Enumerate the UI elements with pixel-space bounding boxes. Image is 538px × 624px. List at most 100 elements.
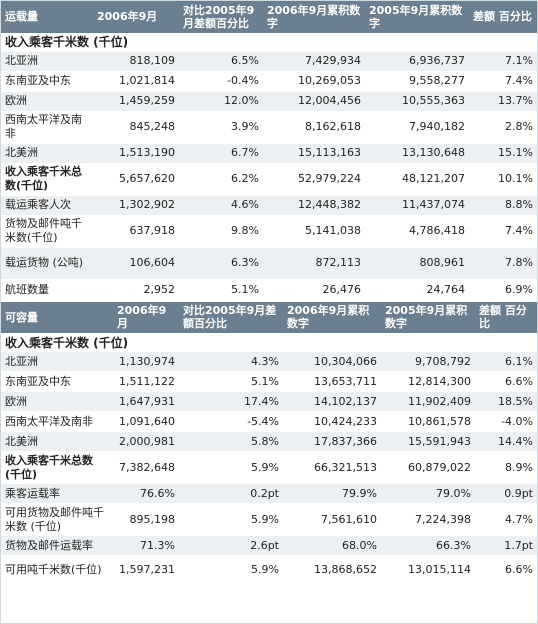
row-label: 西南太平洋及南非 [1, 111, 93, 144]
cell: 13.7% [469, 91, 537, 112]
cell: 5,657,620 [93, 163, 179, 196]
cell: 4.3% [179, 351, 283, 372]
table-row: 北美洲 1,513,190 6.7% 15,113,163 13,130,648… [1, 143, 537, 164]
header-cum-2005: 2005年9月累积数字 [381, 301, 475, 334]
table-row: 乘客运载率 76.6% 0.2pt 79.9% 79.0% 0.9pt [1, 483, 537, 504]
cell: 818,109 [93, 51, 179, 72]
cell: 4.7% [475, 503, 537, 536]
capacity-header-row: 可容量 2006年9月 对比2005年9月差额百分比 2006年9月累积数字 2… [1, 301, 537, 334]
cell: 1,302,902 [93, 195, 179, 216]
cell: 8,162,618 [263, 111, 365, 144]
cell: 1,021,814 [93, 71, 179, 92]
cell: 637,918 [93, 215, 179, 248]
cell: 10,555,363 [365, 91, 469, 112]
cell: 6.2% [179, 163, 263, 196]
cell: 6.7% [179, 143, 263, 164]
cell: 13,015,114 [381, 555, 475, 584]
row-label: 货物及邮件运载率 [1, 535, 113, 556]
table-row: 北美洲 2,000,981 5.8% 17,837,366 15,591,943… [1, 431, 537, 452]
cell: 5.1% [179, 279, 263, 302]
cell: 106,604 [93, 247, 179, 280]
cell: 10,861,578 [381, 411, 475, 432]
row-label: 北亚洲 [1, 351, 113, 372]
header-diff-pct: 对比2005年9月差额百分比 [179, 301, 283, 334]
cell: 10,269,053 [263, 71, 365, 92]
cell: -0.4% [179, 71, 263, 92]
row-label: 载运乘客人次 [1, 195, 93, 216]
header-cum-diff: 差额 百分比 [475, 301, 537, 334]
cell: 24,764 [365, 279, 469, 302]
cell: 7,429,934 [263, 51, 365, 72]
row-label: 东南亚及中东 [1, 371, 113, 392]
table-row: 货物及邮件吨千米数(千位) 637,918 9.8% 5,141,038 4,7… [1, 215, 537, 248]
row-label: 西南太平洋及南非 [1, 411, 113, 432]
cell: 13,868,652 [283, 555, 381, 584]
section-title: 收入乘客千米数 (千位) [1, 333, 537, 352]
cell: 1,513,190 [93, 143, 179, 164]
cell: 8.9% [475, 451, 537, 484]
cell: 1,130,974 [113, 351, 179, 372]
cell: 7.4% [469, 215, 537, 248]
cell: 7.4% [469, 71, 537, 92]
table-row: 载运乘客人次 1,302,902 4.6% 12,448,382 11,437,… [1, 195, 537, 216]
cell: 17.4% [179, 391, 283, 412]
cell: 2,000,981 [113, 431, 179, 452]
header-sep-2006: 2006年9月 [93, 1, 179, 34]
cell: 66.3% [381, 535, 475, 556]
cell: 5.8% [179, 431, 283, 452]
cell: 0.9pt [475, 483, 537, 504]
cell: 9,708,792 [381, 351, 475, 372]
cell: 895,198 [113, 503, 179, 536]
cell: 7,382,648 [113, 451, 179, 484]
cell: 6.9% [469, 279, 537, 302]
row-label: 北美洲 [1, 143, 93, 164]
cell: 14,102,137 [283, 391, 381, 412]
cell: 5.9% [179, 451, 283, 484]
cell: -5.4% [179, 411, 283, 432]
table-row: 西南太平洋及南非 845,248 3.9% 8,162,618 7,940,18… [1, 111, 537, 144]
table-row: 载运货物 (公吨) 106,604 6.3% 872,113 808,961 7… [1, 247, 537, 280]
cell: 12.0% [179, 91, 263, 112]
header-diff-pct: 对比2005年9月差额百分比 [179, 1, 263, 34]
table-row: 欧洲 1,647,931 17.4% 14,102,137 11,902,409… [1, 391, 537, 412]
cell: -4.0% [475, 411, 537, 432]
row-label: 东南亚及中东 [1, 71, 93, 92]
cell: 9,558,277 [365, 71, 469, 92]
cell: 1.7pt [475, 535, 537, 556]
cell: 12,004,456 [263, 91, 365, 112]
cell: 0.2pt [179, 483, 283, 504]
cell: 15.1% [469, 143, 537, 164]
table-row: 航班数量 2,952 5.1% 26,476 24,764 6.9% [1, 279, 537, 302]
cell: 26,476 [263, 279, 365, 302]
row-label: 载运货物 (公吨) [1, 247, 93, 280]
traffic-table: 运载量 2006年9月 对比2005年9月差额百分比 2006年9月累积数字 2… [1, 1, 537, 302]
section-title: 收入乘客千米数 (千位) [1, 33, 537, 52]
row-label: 收入乘客千米总数(千位) [1, 451, 113, 484]
cell: 6.5% [179, 51, 263, 72]
table-row: 北亚洲 1,130,974 4.3% 10,304,066 9,708,792 … [1, 351, 537, 372]
cell: 6.1% [475, 351, 537, 372]
row-label: 货物及邮件吨千米数(千位) [1, 215, 93, 248]
table-row: 东南亚及中东 1,511,122 5.1% 13,653,711 12,814,… [1, 371, 537, 392]
cell: 52,979,224 [263, 163, 365, 196]
row-label: 航班数量 [1, 279, 93, 302]
cell: 3.9% [179, 111, 263, 144]
cell: 6.6% [475, 555, 537, 584]
traffic-header-row: 运载量 2006年9月 对比2005年9月差额百分比 2006年9月累积数字 2… [1, 1, 537, 34]
cell: 2,952 [93, 279, 179, 302]
header-cum-2005: 2005年9月累积数字 [365, 1, 469, 34]
cell: 15,113,163 [263, 143, 365, 164]
cell: 9.8% [179, 215, 263, 248]
table-row-total: 收入乘客千米总数(千位) 7,382,648 5.9% 66,321,513 6… [1, 451, 537, 484]
cell: 12,814,300 [381, 371, 475, 392]
cell: 5.1% [179, 371, 283, 392]
cell: 14.4% [475, 431, 537, 452]
cell: 66,321,513 [283, 451, 381, 484]
cell: 808,961 [365, 247, 469, 280]
cell: 1,511,122 [113, 371, 179, 392]
table-row: 可用货物及邮件吨千米数 (千位) 895,198 5.9% 7,561,610 … [1, 503, 537, 536]
cell: 12,448,382 [263, 195, 365, 216]
cell: 5,141,038 [263, 215, 365, 248]
cell: 7,224,398 [381, 503, 475, 536]
